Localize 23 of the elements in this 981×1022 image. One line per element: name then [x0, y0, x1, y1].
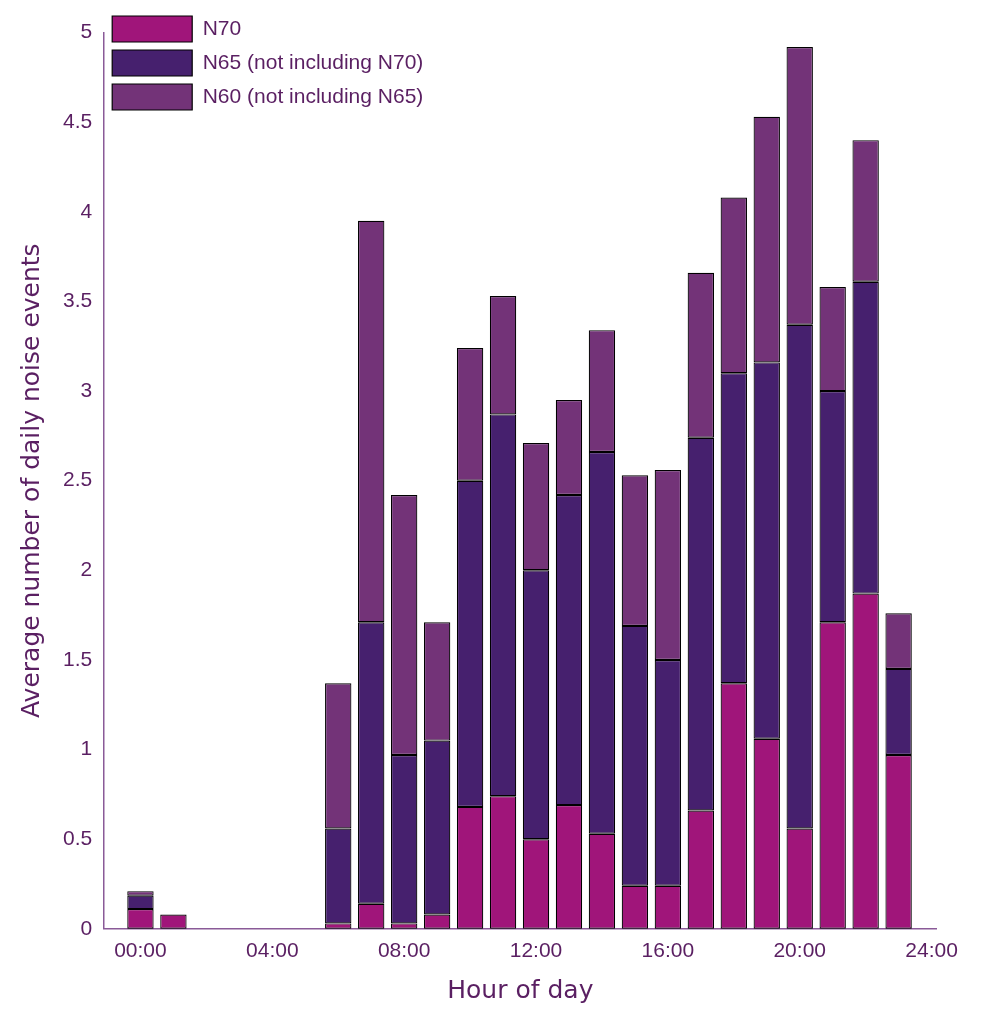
- y-tick-label: 1: [80, 736, 93, 760]
- y-axis-title: Average number of daily noise events: [15, 243, 45, 719]
- x-tick-label: 20:00: [773, 938, 826, 962]
- legend-label: N70: [202, 15, 242, 39]
- legend-label: N65 (not including N70): [202, 49, 424, 73]
- y-tick-label: 2: [80, 557, 93, 581]
- y-tick-label: 1.5: [62, 646, 93, 670]
- legend-label: N60 (not including N65): [202, 83, 424, 107]
- y-tick-label: 2.5: [62, 467, 93, 491]
- x-axis-title: Hour of day: [447, 974, 594, 1004]
- y-tick-label: 0.5: [62, 825, 93, 849]
- x-tick-label: 04:00: [246, 938, 299, 962]
- y-tick-label: 3.5: [62, 288, 93, 312]
- y-tick-label: 5: [80, 19, 93, 43]
- x-tick-label: 16:00: [641, 938, 695, 962]
- x-tick-label: 24:00: [905, 938, 958, 962]
- y-tick-label: 4: [80, 198, 93, 222]
- x-tick-label: 12:00: [509, 938, 563, 962]
- y-tick-label: 0: [80, 915, 93, 939]
- x-tick-label: 00:00: [114, 938, 167, 962]
- y-tick-label: 4.5: [62, 109, 93, 133]
- x-tick-label: 08:00: [377, 938, 431, 962]
- y-tick-label: 3: [80, 377, 93, 401]
